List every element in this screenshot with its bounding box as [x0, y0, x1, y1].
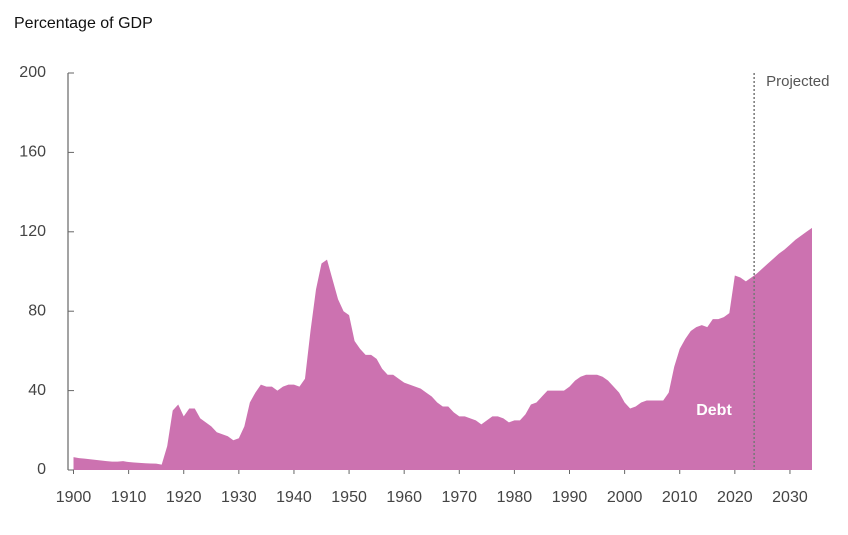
x-tick-label: 1940	[276, 489, 312, 506]
x-tick-label: 1990	[552, 489, 588, 506]
x-tick-label: 1920	[166, 489, 202, 506]
y-tick-label: 160	[19, 144, 46, 161]
x-tick-label: 1950	[331, 489, 367, 506]
series-label: Debt	[696, 402, 732, 419]
x-tick-label: 1930	[221, 489, 257, 506]
projection-label: Projected	[766, 73, 829, 90]
y-tick-label: 0	[37, 461, 46, 478]
area	[73, 227, 812, 470]
x-tick-label: 2030	[772, 489, 808, 506]
x-tick-label: 2020	[717, 489, 753, 506]
x-tick-label: 1900	[56, 489, 92, 506]
chart-title: Percentage of GDP	[14, 15, 153, 32]
x-tick-label: 2000	[607, 489, 643, 506]
x-tick-label: 1910	[111, 489, 147, 506]
x-tick-label: 1980	[497, 489, 533, 506]
y-tick-label: 120	[19, 223, 46, 240]
x-tick-label: 2010	[662, 489, 698, 506]
x-tick-label: 1970	[441, 489, 477, 506]
x-tick-label: 1960	[386, 489, 422, 506]
y-tick-label: 200	[19, 64, 46, 81]
y-tick-label: 80	[28, 302, 46, 319]
y-tick-label: 40	[28, 382, 46, 399]
